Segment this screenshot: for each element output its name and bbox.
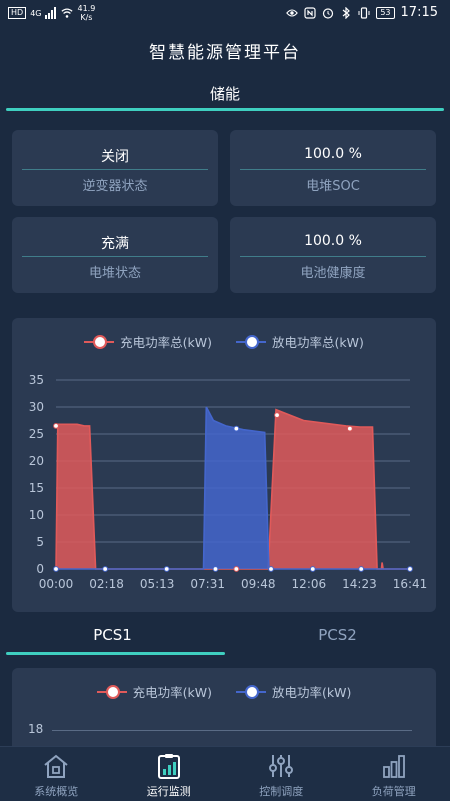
data-point	[310, 567, 315, 572]
data-point	[269, 567, 274, 572]
y-tick-label: 35	[29, 373, 44, 387]
hd-indicator: HD	[8, 7, 26, 19]
nav-control-dispatch[interactable]: 控制调度	[225, 747, 338, 801]
alarm-icon	[322, 7, 334, 19]
x-tick-label: 14:23	[342, 577, 377, 591]
data-point	[103, 567, 108, 572]
y-tick-label: 10	[29, 508, 44, 522]
data-point	[54, 567, 59, 572]
bottom-nav: 系统概览 运行监测 控制调度 负荷管理	[0, 746, 450, 801]
card-label: 电堆状态	[12, 262, 218, 281]
clipboard-chart-icon	[155, 753, 183, 779]
y-tick-label: 5	[36, 535, 44, 549]
section-underline	[6, 108, 444, 111]
legend-charge-label: 充电功率(kW)	[133, 682, 212, 701]
bluetooth-icon	[340, 7, 352, 19]
data-point	[54, 424, 59, 429]
bar-chart-icon	[380, 753, 408, 779]
x-tick-label: 16:41	[393, 577, 428, 591]
card-divider	[240, 169, 426, 170]
inverter-status-card: 关闭 逆变器状态	[12, 130, 218, 206]
stack-soc-card: 100.0 % 电堆SOC	[230, 130, 436, 206]
card-value: 充满	[12, 233, 218, 253]
nav-run-monitoring[interactable]: 运行监测	[113, 747, 226, 801]
wifi-icon	[61, 7, 73, 19]
data-point	[234, 426, 239, 431]
network-speed: 41.9 K/s	[77, 4, 95, 22]
grid-line	[52, 730, 412, 731]
card-divider	[22, 169, 208, 170]
cell-signal-icon	[45, 7, 57, 19]
eye-icon	[286, 7, 298, 19]
y-tick-label: 15	[29, 481, 44, 495]
y-tick-label: 18	[28, 722, 43, 736]
speed-value: 41.9	[77, 4, 95, 13]
nav-system-overview[interactable]: 系统概览	[0, 747, 113, 801]
nav-label: 运行监测	[113, 783, 226, 799]
power-area-chart[interactable]: 0 5 10 15 20 25 30 35 00:00 02:18 05:13 07:31 09:48 1…	[12, 318, 436, 612]
card-label: 逆变器状态	[12, 175, 218, 194]
legend-item-charge[interactable]: 充电功率(kW)	[97, 682, 212, 701]
data-point	[347, 426, 352, 431]
card-value: 关闭	[12, 146, 218, 166]
x-tick-label: 12:06	[292, 577, 327, 591]
x-tick-label: 00:00	[39, 577, 74, 591]
data-point	[164, 567, 169, 572]
x-tick-label: 05:13	[140, 577, 175, 591]
data-point	[275, 413, 280, 418]
status-bar: HD 4G 41.9 K/s 53 17:15	[0, 0, 450, 26]
legend-charge-marker	[97, 686, 127, 698]
nav-load-management[interactable]: 负荷管理	[338, 747, 450, 801]
card-label: 电池健康度	[230, 262, 436, 281]
y-tick-label: 0	[36, 562, 44, 576]
card-value: 100.0 %	[230, 146, 436, 162]
section-title: 储能	[0, 83, 450, 104]
sliders-icon	[267, 753, 295, 779]
app-title: 智慧能源管理平台	[0, 38, 450, 63]
signal-icon: 4G	[30, 9, 41, 18]
x-tick-label: 09:48	[241, 577, 276, 591]
legend-item-discharge[interactable]: 放电功率(kW)	[236, 682, 351, 701]
y-tick-label: 20	[29, 454, 44, 468]
nav-label: 系统概览	[0, 783, 113, 799]
data-point	[234, 567, 239, 572]
card-divider	[240, 256, 426, 257]
clock: 17:15	[401, 5, 438, 20]
data-point	[213, 567, 218, 572]
nav-label: 负荷管理	[338, 783, 450, 799]
data-point	[408, 567, 413, 572]
pcs-tabs: PCS1 PCS2	[0, 622, 450, 656]
battery-indicator: 53	[376, 7, 394, 19]
chart-legend: 充电功率(kW) 放电功率(kW)	[12, 682, 436, 701]
card-value: 100.0 %	[230, 233, 436, 249]
legend-discharge-marker	[236, 686, 266, 698]
card-divider	[22, 256, 208, 257]
active-tab-indicator	[6, 652, 225, 655]
home-icon	[42, 753, 70, 779]
tab-pcs1[interactable]: PCS1	[0, 622, 225, 648]
speed-unit: K/s	[77, 13, 95, 22]
y-tick-label: 25	[29, 427, 44, 441]
data-point	[359, 567, 364, 572]
x-tick-label: 02:18	[89, 577, 124, 591]
x-tick-label: 07:31	[190, 577, 225, 591]
vibrate-icon	[358, 7, 370, 19]
stack-status-card: 充满 电堆状态	[12, 217, 218, 293]
tab-pcs2[interactable]: PCS2	[225, 622, 450, 648]
legend-discharge-label: 放电功率(kW)	[272, 682, 351, 701]
y-tick-label: 30	[29, 400, 44, 414]
nfc-icon	[304, 7, 316, 19]
card-label: 电堆SOC	[230, 175, 436, 194]
battery-health-card: 100.0 % 电池健康度	[230, 217, 436, 293]
nav-label: 控制调度	[225, 783, 338, 799]
pcs-power-chart-panel: 充电功率(kW) 放电功率(kW) 18	[12, 668, 436, 758]
